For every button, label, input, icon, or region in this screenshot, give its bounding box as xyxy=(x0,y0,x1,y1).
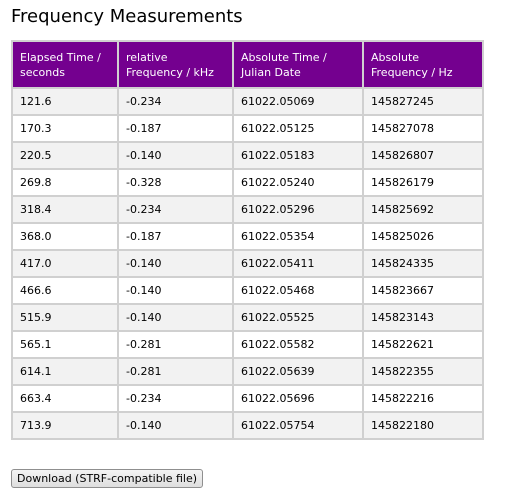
cell-absolute-frequency: 145826807 xyxy=(362,141,484,170)
cell-absolute-frequency: 145823143 xyxy=(362,303,484,332)
header-relative-frequency: relative Frequency / kHz xyxy=(117,40,234,89)
cell-absolute-frequency: 145825692 xyxy=(362,195,484,224)
table-row: 565.1 -0.281 61022.05582 145822621 xyxy=(11,330,484,359)
cell-absolute-frequency: 145822180 xyxy=(362,411,484,440)
cell-absolute-time: 61022.05525 xyxy=(232,303,364,332)
cell-relative-frequency: -0.140 xyxy=(117,276,234,305)
table-row: 417.0 -0.140 61022.05411 145824335 xyxy=(11,249,484,278)
header-absolute-time: Absolute Time / Julian Date xyxy=(232,40,364,89)
cell-relative-frequency: -0.140 xyxy=(117,303,234,332)
cell-absolute-frequency: 145826179 xyxy=(362,168,484,197)
cell-elapsed-time: 466.6 xyxy=(11,276,119,305)
cell-absolute-time: 61022.05240 xyxy=(232,168,364,197)
measurements-table: Elapsed Time / seconds relative Frequenc… xyxy=(11,40,484,440)
cell-absolute-time: 61022.05754 xyxy=(232,411,364,440)
cell-elapsed-time: 220.5 xyxy=(11,141,119,170)
cell-relative-frequency: -0.187 xyxy=(117,114,234,143)
cell-elapsed-time: 713.9 xyxy=(11,411,119,440)
cell-absolute-time: 61022.05296 xyxy=(232,195,364,224)
cell-absolute-time: 61022.05411 xyxy=(232,249,364,278)
cell-absolute-time: 61022.05354 xyxy=(232,222,364,251)
download-strf-button[interactable]: Download (STRF-compatible file) xyxy=(11,469,204,488)
cell-absolute-frequency: 145822621 xyxy=(362,330,484,359)
cell-relative-frequency: -0.140 xyxy=(117,141,234,170)
table-row: 269.8 -0.328 61022.05240 145826179 xyxy=(11,168,484,197)
cell-absolute-frequency: 145827078 xyxy=(362,114,484,143)
table-row: 614.1 -0.281 61022.05639 145822355 xyxy=(11,357,484,386)
cell-elapsed-time: 170.3 xyxy=(11,114,119,143)
cell-absolute-time: 61022.05125 xyxy=(232,114,364,143)
cell-relative-frequency: -0.281 xyxy=(117,330,234,359)
cell-absolute-time: 61022.05468 xyxy=(232,276,364,305)
cell-absolute-time: 61022.05183 xyxy=(232,141,364,170)
table-row: 121.6 -0.234 61022.05069 145827245 xyxy=(11,87,484,116)
cell-absolute-time: 61022.05639 xyxy=(232,357,364,386)
cell-elapsed-time: 614.1 xyxy=(11,357,119,386)
table-row: 466.6 -0.140 61022.05468 145823667 xyxy=(11,276,484,305)
table-header: Elapsed Time / seconds relative Frequenc… xyxy=(11,40,484,89)
cell-absolute-time: 61022.05069 xyxy=(232,87,364,116)
table-row: 713.9 -0.140 61022.05754 145822180 xyxy=(11,411,484,440)
cell-absolute-time: 61022.05582 xyxy=(232,330,364,359)
cell-elapsed-time: 318.4 xyxy=(11,195,119,224)
cell-absolute-frequency: 145823667 xyxy=(362,276,484,305)
cell-relative-frequency: -0.328 xyxy=(117,168,234,197)
cell-relative-frequency: -0.140 xyxy=(117,411,234,440)
cell-relative-frequency: -0.234 xyxy=(117,384,234,413)
table-row: 220.5 -0.140 61022.05183 145826807 xyxy=(11,141,484,170)
cell-elapsed-time: 663.4 xyxy=(11,384,119,413)
cell-elapsed-time: 368.0 xyxy=(11,222,119,251)
table-row: 368.0 -0.187 61022.05354 145825026 xyxy=(11,222,484,251)
table-row: 170.3 -0.187 61022.05125 145827078 xyxy=(11,114,484,143)
table-body: 121.6 -0.234 61022.05069 145827245 170.3 -0.1… xyxy=(11,87,484,440)
cell-elapsed-time: 417.0 xyxy=(11,249,119,278)
header-elapsed-time: Elapsed Time / seconds xyxy=(11,40,119,89)
cell-elapsed-time: 515.9 xyxy=(11,303,119,332)
cell-absolute-time: 61022.05696 xyxy=(232,384,364,413)
measurements-table-container: Elapsed Time / seconds relative Frequenc… xyxy=(11,40,484,440)
cell-absolute-frequency: 145822355 xyxy=(362,357,484,386)
header-absolute-frequency: Absolute Frequency / Hz xyxy=(362,40,484,89)
cell-elapsed-time: 565.1 xyxy=(11,330,119,359)
cell-relative-frequency: -0.140 xyxy=(117,249,234,278)
cell-absolute-frequency: 145824335 xyxy=(362,249,484,278)
table-row: 663.4 -0.234 61022.05696 145822216 xyxy=(11,384,484,413)
cell-relative-frequency: -0.281 xyxy=(117,357,234,386)
cell-absolute-frequency: 145827245 xyxy=(362,87,484,116)
cell-elapsed-time: 121.6 xyxy=(11,87,119,116)
header-row: Elapsed Time / seconds relative Frequenc… xyxy=(11,40,484,89)
cell-relative-frequency: -0.234 xyxy=(117,195,234,224)
table-row: 515.9 -0.140 61022.05525 145823143 xyxy=(11,303,484,332)
cell-absolute-frequency: 145825026 xyxy=(362,222,484,251)
table-row: 318.4 -0.234 61022.05296 145825692 xyxy=(11,195,484,224)
cell-relative-frequency: -0.234 xyxy=(117,87,234,116)
page-title: Frequency Measurements xyxy=(11,6,243,27)
cell-relative-frequency: -0.187 xyxy=(117,222,234,251)
cell-elapsed-time: 269.8 xyxy=(11,168,119,197)
cell-absolute-frequency: 145822216 xyxy=(362,384,484,413)
